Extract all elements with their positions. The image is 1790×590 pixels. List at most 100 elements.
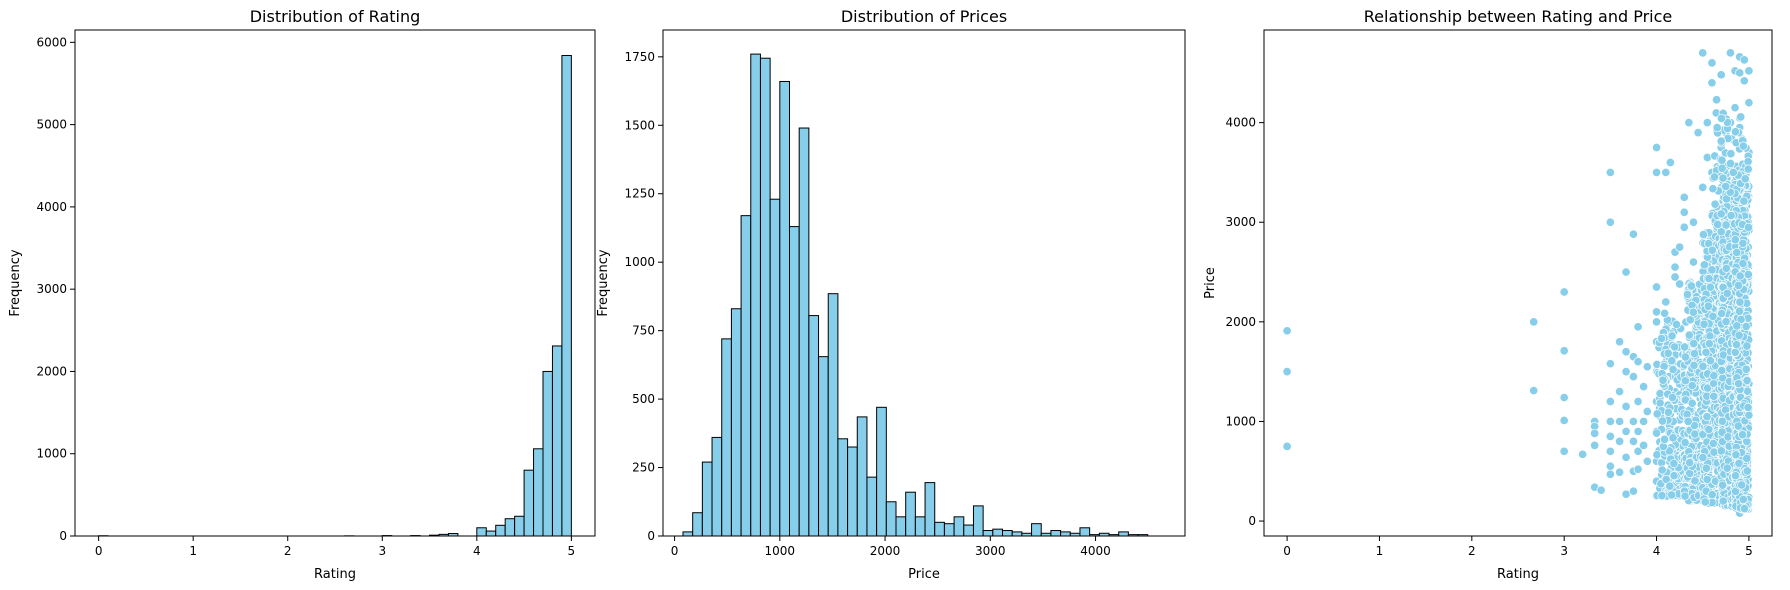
scatter-point [1651,307,1662,317]
scatter-point [1732,321,1742,331]
histogram-bar [701,461,713,537]
scatter-point [1590,440,1600,450]
scatter-point [1707,490,1717,500]
scatter-point [1660,308,1670,318]
scatter-point [1716,227,1726,237]
scatter-point [1615,436,1625,446]
scatter-point [1699,260,1709,270]
scatter-point [1679,207,1689,217]
scatter-point [1605,469,1615,479]
scatter-point [1621,452,1631,462]
chart-2: Distribution of Prices 0 1000 2000 3000 4000 0… [596,7,1186,582]
scatter-point [1708,438,1718,448]
chart-3: Relationship between Rating and Price 0 1 2… [1203,7,1773,582]
scatter-point [1628,372,1639,382]
scatter-point [1739,76,1749,86]
histogram-bar [759,57,771,537]
x-axis-label: Price [908,567,940,582]
scatter-point [1685,315,1695,325]
scatter-point [1718,173,1728,183]
scatter-point [1669,458,1679,468]
scatter-point [1708,311,1718,321]
scatter-point [1741,364,1751,374]
scatter-point [1698,48,1708,58]
y-tick-label: 0 [647,529,655,543]
scatter-point [1657,465,1667,475]
scatter-point [1742,466,1752,476]
scatter-point [1708,184,1718,194]
scatter-point [1702,412,1712,422]
scatter-point [1690,429,1700,439]
scatter-point [1730,471,1741,481]
scatter-point [1652,409,1662,419]
scatter-point [1717,163,1727,173]
scatter-point [1661,167,1671,177]
scatter-point [1680,342,1690,352]
scatter-point [1734,330,1744,340]
scatter-point [1693,128,1703,138]
scatter-point [1688,307,1698,317]
histogram-bar [740,215,752,537]
x-tick-label: 4 [1653,544,1661,558]
scatter-point [1732,247,1742,258]
histogram-bar [476,527,487,537]
histogram-bar [992,528,1004,537]
scatter-point [1639,382,1649,392]
scatter-point [1684,118,1694,128]
histogram-bar [934,521,945,537]
scatter-point [1734,306,1745,316]
scatter-point [1596,485,1606,495]
scatter-point [1680,438,1690,448]
scatter-point [1633,426,1643,436]
scatter-point [1655,398,1665,408]
scatter-point [1728,167,1738,177]
scatter-point [1615,416,1625,427]
scatter-point [1698,361,1708,371]
histogram-bar [1060,531,1071,537]
histogram-bar [847,446,858,537]
scatter-point [1698,452,1708,463]
scatter-point [1742,341,1752,351]
histogram-bar [561,55,572,537]
scatter-point [1716,446,1726,456]
scatter-point [1718,496,1728,506]
histogram-bar [692,512,703,537]
scatter-point [1713,219,1723,230]
scatter-point [1734,379,1744,389]
x-tick-label: 4 [473,544,481,558]
scatter-point [1657,491,1667,501]
scatter-point [1651,428,1662,438]
scatter-point [1656,334,1667,344]
histogram-bar [495,524,506,537]
scatter-point [1621,367,1631,377]
plot-marks [1282,48,1754,518]
axes-frame [662,29,1186,537]
histogram-bar [769,198,781,537]
scatter-point [1689,349,1700,359]
scatter-point [1559,346,1569,356]
scatter-point [1671,319,1682,329]
scatter-point [1642,362,1652,372]
scatter-point [1605,446,1615,456]
scatter-point [1712,95,1722,105]
scatter-point [1559,446,1569,456]
scatter-point [1709,172,1720,182]
x-axis-label: Rating [314,567,356,582]
scatter-point [1679,222,1689,232]
scatter-point [1605,461,1615,471]
y-tick-label: 1000 [36,447,67,461]
scatter-point [1657,416,1668,426]
scatter-point [1651,142,1662,153]
scatter-point [1668,364,1678,375]
scatter-point [1744,66,1754,76]
scatter-point [1615,387,1625,397]
histogram-bar [963,524,974,537]
plot-marks [682,53,1149,537]
histogram-bar [485,530,497,537]
scatter-point [1707,78,1717,88]
scatter-point [1642,406,1652,417]
x-axis-label: Rating [1497,567,1539,582]
scatter-point [1529,317,1539,327]
scatter-point [1742,386,1753,396]
scatter-point [1698,182,1708,192]
